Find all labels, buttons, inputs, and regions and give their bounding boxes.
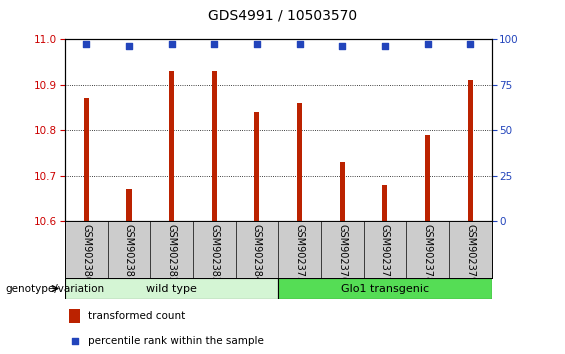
Text: GSM902379: GSM902379 bbox=[465, 224, 475, 283]
Text: GSM902381: GSM902381 bbox=[124, 224, 134, 283]
Text: GSM902384: GSM902384 bbox=[252, 224, 262, 283]
Text: GSM902380: GSM902380 bbox=[81, 224, 92, 283]
Bar bbox=[425, 135, 430, 221]
Point bbox=[338, 44, 347, 49]
Bar bbox=[254, 112, 259, 221]
Bar bbox=[468, 80, 473, 221]
Point bbox=[253, 41, 262, 47]
Bar bbox=[69, 309, 80, 323]
Bar bbox=[383, 185, 388, 221]
Bar bbox=[65, 278, 278, 299]
Point bbox=[210, 41, 219, 47]
Text: transformed count: transformed count bbox=[89, 311, 186, 321]
Point bbox=[380, 44, 389, 49]
Bar bbox=[279, 278, 492, 299]
Text: GSM902377: GSM902377 bbox=[380, 224, 390, 283]
Point bbox=[423, 41, 432, 47]
Text: GSM902376: GSM902376 bbox=[337, 224, 347, 283]
Text: GSM902383: GSM902383 bbox=[209, 224, 219, 283]
Text: Glo1 transgenic: Glo1 transgenic bbox=[341, 284, 429, 293]
Bar bbox=[340, 162, 345, 221]
Bar bbox=[212, 71, 217, 221]
Text: GSM902375: GSM902375 bbox=[294, 224, 305, 283]
Text: wild type: wild type bbox=[146, 284, 197, 293]
Point bbox=[295, 41, 304, 47]
Text: genotype/variation: genotype/variation bbox=[6, 284, 105, 293]
Bar bbox=[169, 71, 174, 221]
Text: GSM902382: GSM902382 bbox=[167, 224, 177, 283]
Point bbox=[466, 41, 475, 47]
Point bbox=[82, 41, 91, 47]
Text: GSM902378: GSM902378 bbox=[423, 224, 433, 283]
Bar bbox=[297, 103, 302, 221]
Text: percentile rank within the sample: percentile rank within the sample bbox=[89, 336, 264, 346]
Point bbox=[167, 41, 176, 47]
Bar bbox=[127, 189, 132, 221]
Point bbox=[363, 209, 372, 215]
Point bbox=[124, 44, 133, 49]
Text: GDS4991 / 10503570: GDS4991 / 10503570 bbox=[208, 9, 357, 23]
Bar bbox=[84, 98, 89, 221]
